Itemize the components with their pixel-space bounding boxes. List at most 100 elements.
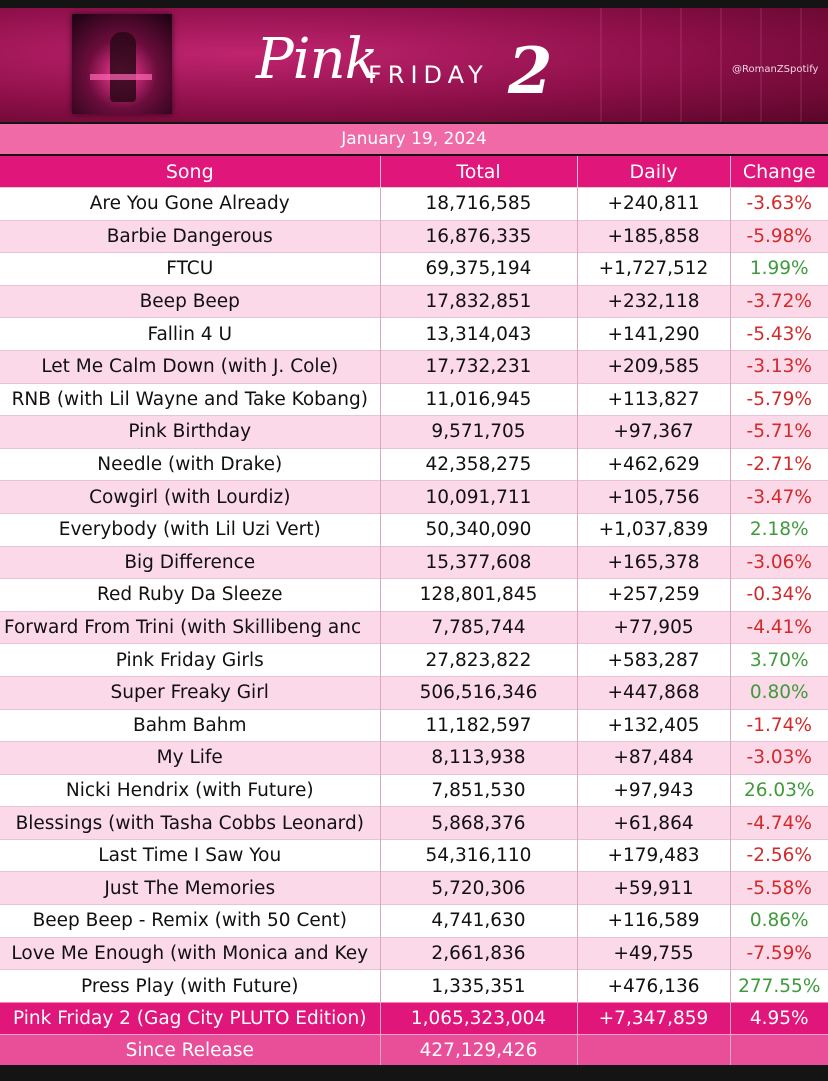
column-header-daily: Daily — [576, 156, 730, 188]
total-cell: 15,377,608 — [379, 545, 577, 579]
daily-cell: +105,756 — [576, 480, 730, 514]
table-row: Super Freaky Girl 506,516,346 +447,868 0.80… — [0, 675, 828, 709]
change-cell: -4.41% — [729, 610, 828, 644]
song-cell: RNB (with Lil Wayne and Take Kobang) — [0, 382, 380, 416]
song-cell: Nicki Hendrix (with Future) — [0, 773, 380, 807]
change-cell: -1.74% — [729, 708, 828, 742]
change-cell: 2.18% — [729, 512, 828, 547]
table-row: Love Me Enough (with Monica and Key 2,661… — [0, 936, 828, 970]
table-row: Red Ruby Da Sleeze 128,801,845 +257,259 -0.… — [0, 578, 828, 612]
daily-cell: +141,290 — [576, 317, 730, 351]
daily-cell: +185,858 — [576, 219, 730, 253]
column-header-change: Change — [729, 156, 828, 188]
change-cell: -5.71% — [729, 415, 828, 449]
album-total-daily: +7,347,859 — [576, 1001, 730, 1035]
song-cell: Just The Memories — [0, 871, 380, 905]
creator-handle: @RomanZSpotify — [732, 64, 819, 75]
total-cell: 17,732,231 — [379, 349, 577, 384]
table-row: Everybody (with Lil Uzi Vert) 50,340,090 +… — [0, 512, 828, 547]
column-header-total: Total — [379, 156, 577, 188]
daily-cell: +447,868 — [576, 675, 730, 709]
song-cell: Barbie Dangerous — [0, 219, 380, 253]
daily-cell: +209,585 — [576, 349, 730, 384]
change-cell: 0.86% — [729, 904, 828, 938]
change-cell: -0.34% — [729, 578, 828, 612]
daily-cell: +97,367 — [576, 415, 730, 449]
total-cell: 16,876,335 — [379, 219, 577, 253]
daily-cell: +61,864 — [576, 806, 730, 840]
table-row: Last Time I Saw You 54,316,110 +179,483 -2.… — [0, 838, 828, 872]
total-cell: 69,375,194 — [379, 252, 577, 286]
change-cell: -7.59% — [729, 936, 828, 970]
since-release-empty — [576, 1034, 730, 1066]
table-row: Needle (with Drake) 42,358,275 +462,629 -2.… — [0, 447, 828, 481]
daily-cell: +1,037,839 — [576, 512, 730, 547]
since-release-total: 427,129,426 — [379, 1034, 577, 1066]
total-cell: 42,358,275 — [379, 447, 577, 481]
table-row: Are You Gone Already 18,716,585 +240,811 -3… — [0, 187, 828, 221]
album-total-title: Pink Friday 2 (Gag City PLUTO Edition) — [0, 1001, 380, 1035]
song-cell: Red Ruby Da Sleeze — [0, 578, 380, 612]
song-cell: My Life — [0, 741, 380, 775]
daily-cell: +77,905 — [576, 610, 730, 644]
daily-cell: +116,589 — [576, 904, 730, 938]
table-row: RNB (with Lil Wayne and Take Kobang) 11,0… — [0, 382, 828, 416]
table-row: Just The Memories 5,720,306 +59,911 -5.58% — [0, 871, 828, 905]
table-row: Beep Beep - Remix (with 50 Cent) 4,741,63… — [0, 904, 828, 938]
total-cell: 11,016,945 — [379, 382, 577, 416]
daily-cell: +132,405 — [576, 708, 730, 742]
total-cell: 17,832,851 — [379, 284, 577, 318]
song-cell: Love Me Enough (with Monica and Key — [0, 936, 380, 970]
change-cell: -3.06% — [729, 545, 828, 579]
song-cell: Are You Gone Already — [0, 187, 380, 221]
change-cell: 0.80% — [729, 675, 828, 709]
change-cell: -3.63% — [729, 187, 828, 221]
change-cell: -5.43% — [729, 317, 828, 351]
total-cell: 5,868,376 — [379, 806, 577, 840]
table-row: Nicki Hendrix (with Future) 7,851,530 +97,… — [0, 773, 828, 807]
change-cell: -5.98% — [729, 219, 828, 253]
change-cell: 1.99% — [729, 252, 828, 286]
since-release-empty — [729, 1034, 828, 1066]
total-cell: 7,785,744 — [379, 610, 577, 644]
daily-cell: +462,629 — [576, 447, 730, 481]
song-cell: Beep Beep - Remix (with 50 Cent) — [0, 904, 380, 938]
album-total-change: 4.95% — [729, 1001, 828, 1035]
change-cell: 3.70% — [729, 643, 828, 677]
daily-cell: +476,136 — [576, 969, 730, 1003]
song-cell: Everybody (with Lil Uzi Vert) — [0, 512, 380, 547]
song-cell: Last Time I Saw You — [0, 838, 380, 872]
total-cell: 5,720,306 — [379, 871, 577, 905]
song-cell: Pink Birthday — [0, 415, 380, 449]
song-cell: FTCU — [0, 252, 380, 286]
column-header-song: Song — [0, 156, 380, 188]
daily-cell: +165,378 — [576, 545, 730, 579]
song-cell: Blessings (with Tasha Cobbs Leonard) — [0, 806, 380, 840]
total-cell: 50,340,090 — [379, 512, 577, 547]
album-banner: Pink FRIDAY 2 @RomanZSpotify — [0, 8, 828, 122]
daily-cell: +232,118 — [576, 284, 730, 318]
album-total-streams: 1,065,323,004 — [379, 1001, 577, 1035]
song-cell: Needle (with Drake) — [0, 447, 380, 481]
album-cover-image — [72, 14, 172, 114]
song-cell: Forward From Trini (with Skillibeng anc — [0, 610, 380, 644]
total-cell: 13,314,043 — [379, 317, 577, 351]
table-row: Cowgirl (with Lourdiz) 10,091,711 +105,756… — [0, 480, 828, 514]
table-row: Pink Friday Girls 27,823,822 +583,287 3.70% — [0, 643, 828, 677]
change-cell: -3.47% — [729, 480, 828, 514]
song-cell: Big Difference — [0, 545, 380, 579]
table-row: Bahm Bahm 11,182,597 +132,405 -1.74% — [0, 708, 828, 742]
streams-table: Song Total Daily Change Are You Gone Alr… — [0, 156, 828, 1066]
song-cell: Fallin 4 U — [0, 317, 380, 351]
change-cell: -4.74% — [729, 806, 828, 840]
total-cell: 506,516,346 — [379, 675, 577, 709]
song-cell: Super Freaky Girl — [0, 675, 380, 709]
total-cell: 54,316,110 — [379, 838, 577, 872]
total-cell: 10,091,711 — [379, 480, 577, 514]
song-cell: Bahm Bahm — [0, 708, 380, 742]
daily-cell: +113,827 — [576, 382, 730, 416]
table-row: My Life 8,113,938 +87,484 -3.03% — [0, 741, 828, 775]
daily-cell: +1,727,512 — [576, 252, 730, 286]
change-cell: -5.58% — [729, 871, 828, 905]
change-cell: -3.72% — [729, 284, 828, 318]
